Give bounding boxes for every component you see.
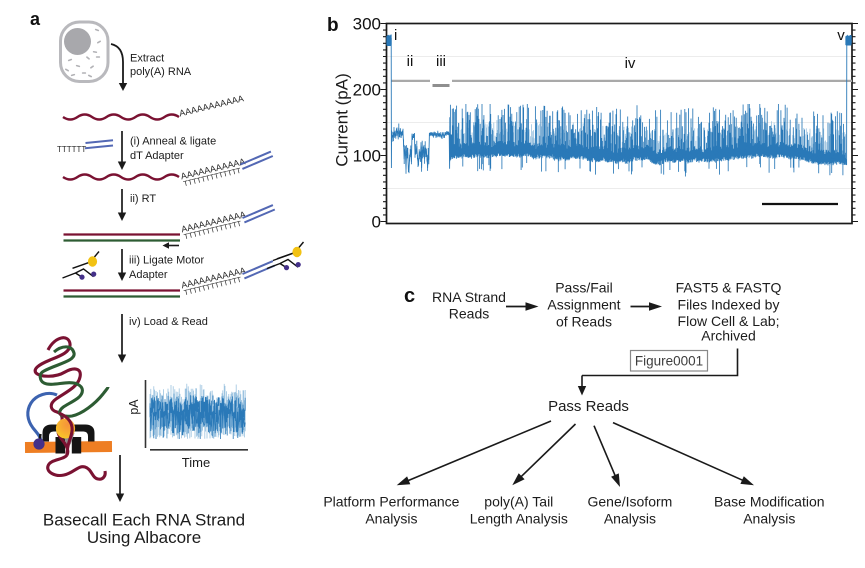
- svg-text:Using Albacore: Using Albacore: [87, 528, 201, 547]
- svg-text:iv) Load & Read: iv) Load & Read: [129, 316, 208, 328]
- svg-text:Reads: Reads: [449, 306, 489, 322]
- svg-text:Gene/Isoform: Gene/Isoform: [587, 494, 672, 510]
- svg-text:iv: iv: [625, 55, 636, 72]
- svg-text:v: v: [837, 27, 845, 44]
- svg-text:Files Indexed by: Files Indexed by: [678, 297, 780, 313]
- svg-text:Platform Performance: Platform Performance: [323, 494, 459, 510]
- svg-text:b: b: [327, 15, 339, 36]
- svg-text:Adapter: Adapter: [129, 269, 168, 281]
- svg-text:Current (pA): Current (pA): [333, 73, 352, 167]
- svg-text:a: a: [30, 9, 41, 29]
- svg-text:TTTTTT: TTTTTT: [57, 145, 86, 154]
- svg-text:100: 100: [353, 147, 381, 166]
- svg-text:poly(A) Tail: poly(A) Tail: [484, 494, 553, 510]
- svg-text:0: 0: [372, 213, 381, 232]
- svg-text:of Reads: of Reads: [556, 314, 612, 330]
- svg-text:RNA Strand: RNA Strand: [432, 289, 506, 305]
- svg-text:(i) Anneal & ligate: (i) Anneal & ligate: [130, 136, 216, 148]
- svg-text:Archived: Archived: [701, 328, 755, 344]
- svg-text:Figure0001: Figure0001: [635, 354, 703, 369]
- svg-text:FAST5 & FASTQ: FAST5 & FASTQ: [676, 280, 782, 296]
- svg-text:Extract: Extract: [130, 53, 164, 65]
- svg-text:300: 300: [353, 15, 381, 34]
- svg-text:ii: ii: [407, 53, 414, 70]
- svg-text:Pass/Fail: Pass/Fail: [555, 280, 613, 296]
- svg-text:iii: iii: [436, 53, 446, 70]
- svg-text:Analysis: Analysis: [743, 511, 795, 527]
- svg-text:poly(A) RNA: poly(A) RNA: [130, 66, 192, 78]
- svg-text:i: i: [394, 27, 397, 44]
- svg-text:Analysis: Analysis: [604, 511, 656, 527]
- svg-text:ii) RT: ii) RT: [130, 193, 156, 205]
- svg-text:200: 200: [353, 81, 381, 100]
- svg-text:c: c: [404, 285, 415, 307]
- svg-text:Length Analysis: Length Analysis: [470, 511, 568, 527]
- svg-text:Pass Reads: Pass Reads: [548, 398, 629, 415]
- svg-text:Base Modification: Base Modification: [714, 494, 825, 510]
- svg-text:iii) Ligate Motor: iii) Ligate Motor: [129, 255, 205, 267]
- svg-text:Assignment: Assignment: [547, 297, 620, 313]
- svg-text:pA: pA: [127, 399, 141, 415]
- svg-text:Basecall Each RNA Strand: Basecall Each RNA Strand: [43, 511, 245, 530]
- svg-text:Analysis: Analysis: [365, 511, 417, 527]
- svg-text:dT Adapter: dT Adapter: [130, 150, 184, 162]
- svg-text:Time: Time: [182, 455, 210, 470]
- svg-text:Flow Cell & Lab;: Flow Cell & Lab;: [678, 313, 780, 329]
